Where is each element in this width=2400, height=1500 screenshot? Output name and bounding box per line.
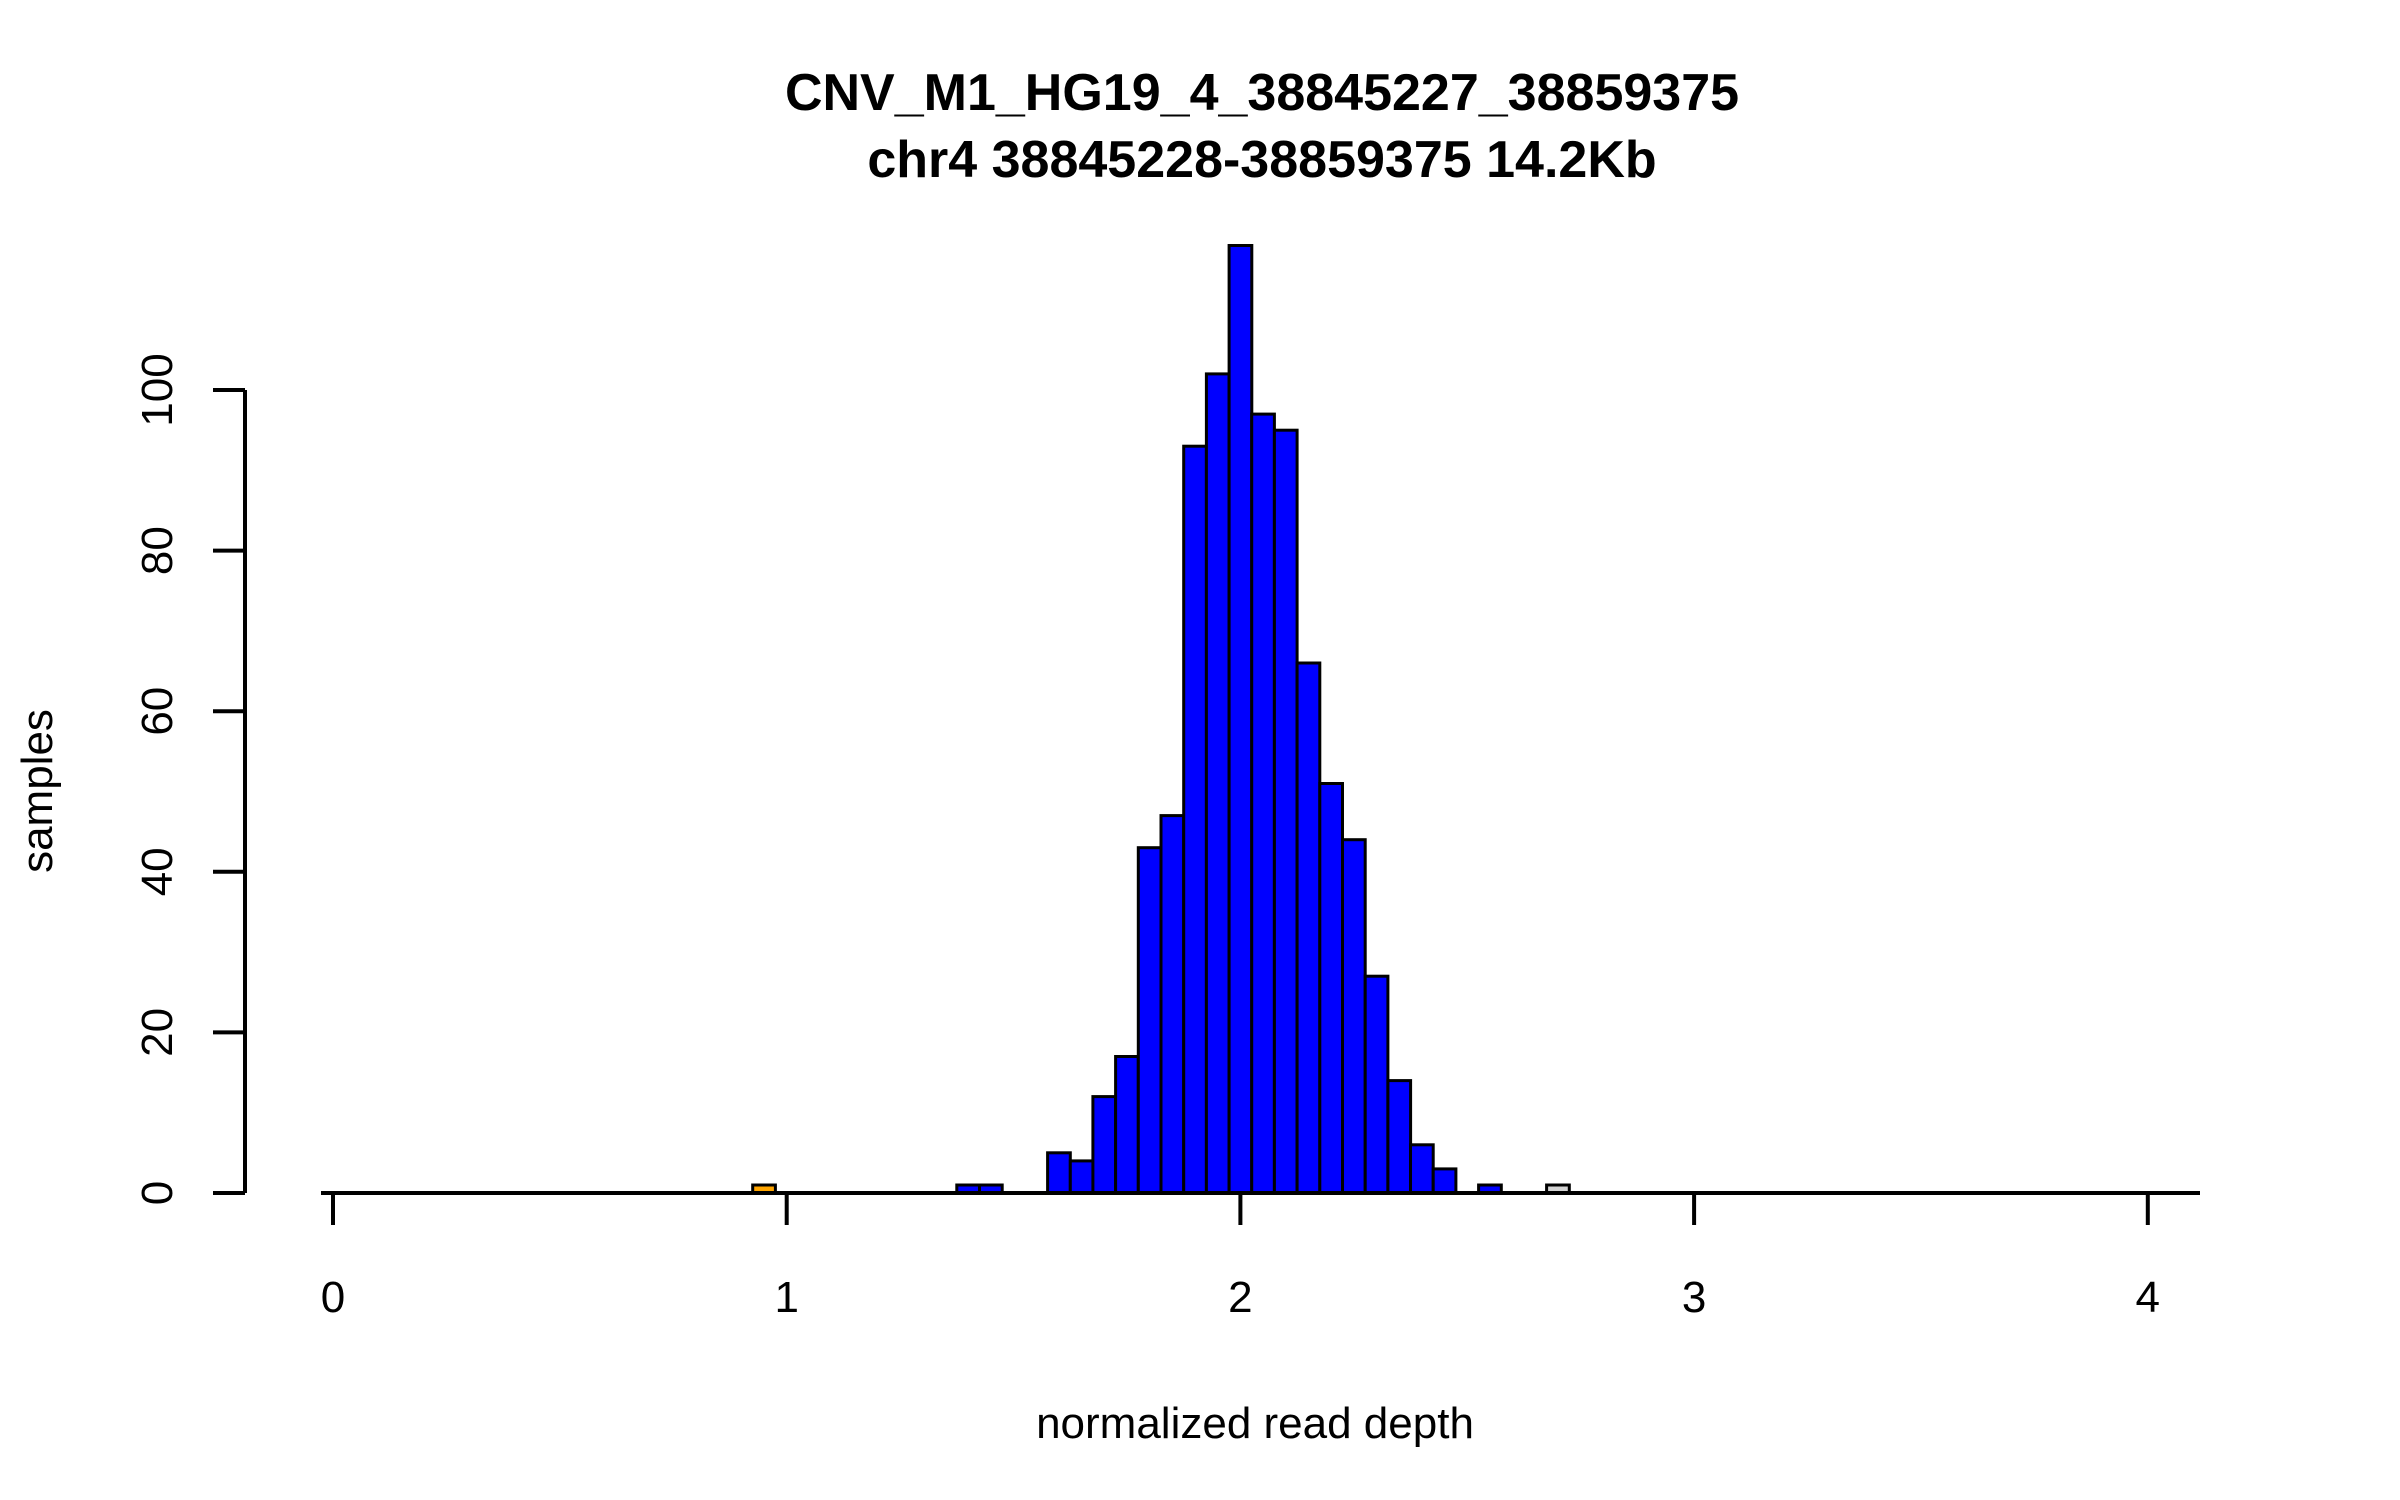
histogram-bar (1272, 428, 1299, 1195)
y-axis-label: samples (13, 709, 62, 873)
x-tick-label: 1 (774, 1273, 798, 1322)
x-tick-label: 2 (1228, 1273, 1252, 1322)
histogram-bar (1114, 1055, 1140, 1195)
histogram-bar (1159, 814, 1186, 1195)
histogram-bar (1318, 782, 1345, 1195)
histogram-bar (1363, 974, 1390, 1195)
x-axis-label: normalized read depth (1036, 1399, 1474, 1448)
histogram-bar (1295, 661, 1322, 1195)
histogram-bar (1341, 838, 1367, 1195)
histogram-bar (1431, 1167, 1458, 1195)
y-tick-label: 40 (133, 847, 182, 896)
histogram-bar (1409, 1143, 1435, 1195)
chart-subtitle: chr4 38845228-38859375 14.2Kb (867, 131, 1656, 189)
histogram-bars (751, 244, 1571, 1195)
histogram-bar (1091, 1095, 1118, 1195)
histogram-bar (1204, 372, 1231, 1195)
histogram-bar (1227, 244, 1254, 1195)
y-tick-label: 100 (133, 353, 182, 426)
chart-title: CNV_M1_HG19_4_38845227_38859375 (785, 64, 1739, 122)
y-tick-label: 80 (133, 526, 182, 575)
x-tick-label: 4 (2136, 1273, 2160, 1322)
histogram-bar (1046, 1151, 1072, 1195)
x-tick-label: 0 (321, 1273, 345, 1322)
histogram-bar (1136, 846, 1163, 1195)
y-tick-label: 0 (133, 1181, 182, 1205)
x-tick-label: 3 (1682, 1273, 1706, 1322)
histogram-bar (1182, 444, 1208, 1195)
y-tick-label: 20 (133, 1008, 182, 1057)
y-tick-label: 60 (133, 687, 182, 736)
histogram-bar (1250, 412, 1276, 1195)
histogram-bar (1386, 1079, 1413, 1195)
histogram-bar (1068, 1159, 1095, 1195)
